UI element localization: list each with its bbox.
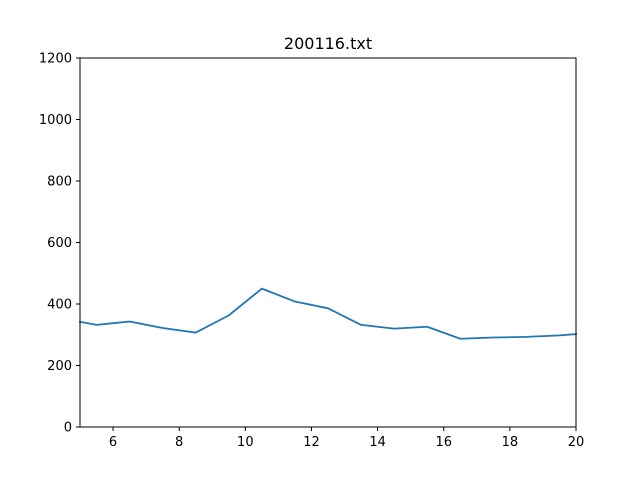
x-tick-label-10: 10 [237,435,254,450]
y-tick-label-400: 400 [47,298,72,313]
y-tick-label-0: 0 [64,421,72,436]
chart-title: 200116.txt [284,34,372,53]
y-tick-label-1000: 1000 [39,113,72,128]
x-tick-label-8: 8 [175,435,183,450]
x-tick-label-14: 14 [369,435,386,450]
x-tick-label-16: 16 [435,435,452,450]
y-tick-label-200: 200 [47,359,72,374]
series-line-0 [78,287,577,340]
y-tick-label-800: 800 [47,175,72,190]
y-tick-label-1200: 1200 [39,52,72,67]
x-tick-label-12: 12 [303,435,320,450]
x-tick-label-18: 18 [502,435,519,450]
y-tick-label-600: 600 [47,236,72,251]
x-tick-label-20: 20 [568,435,585,450]
x-tick-label-6: 6 [109,435,117,450]
